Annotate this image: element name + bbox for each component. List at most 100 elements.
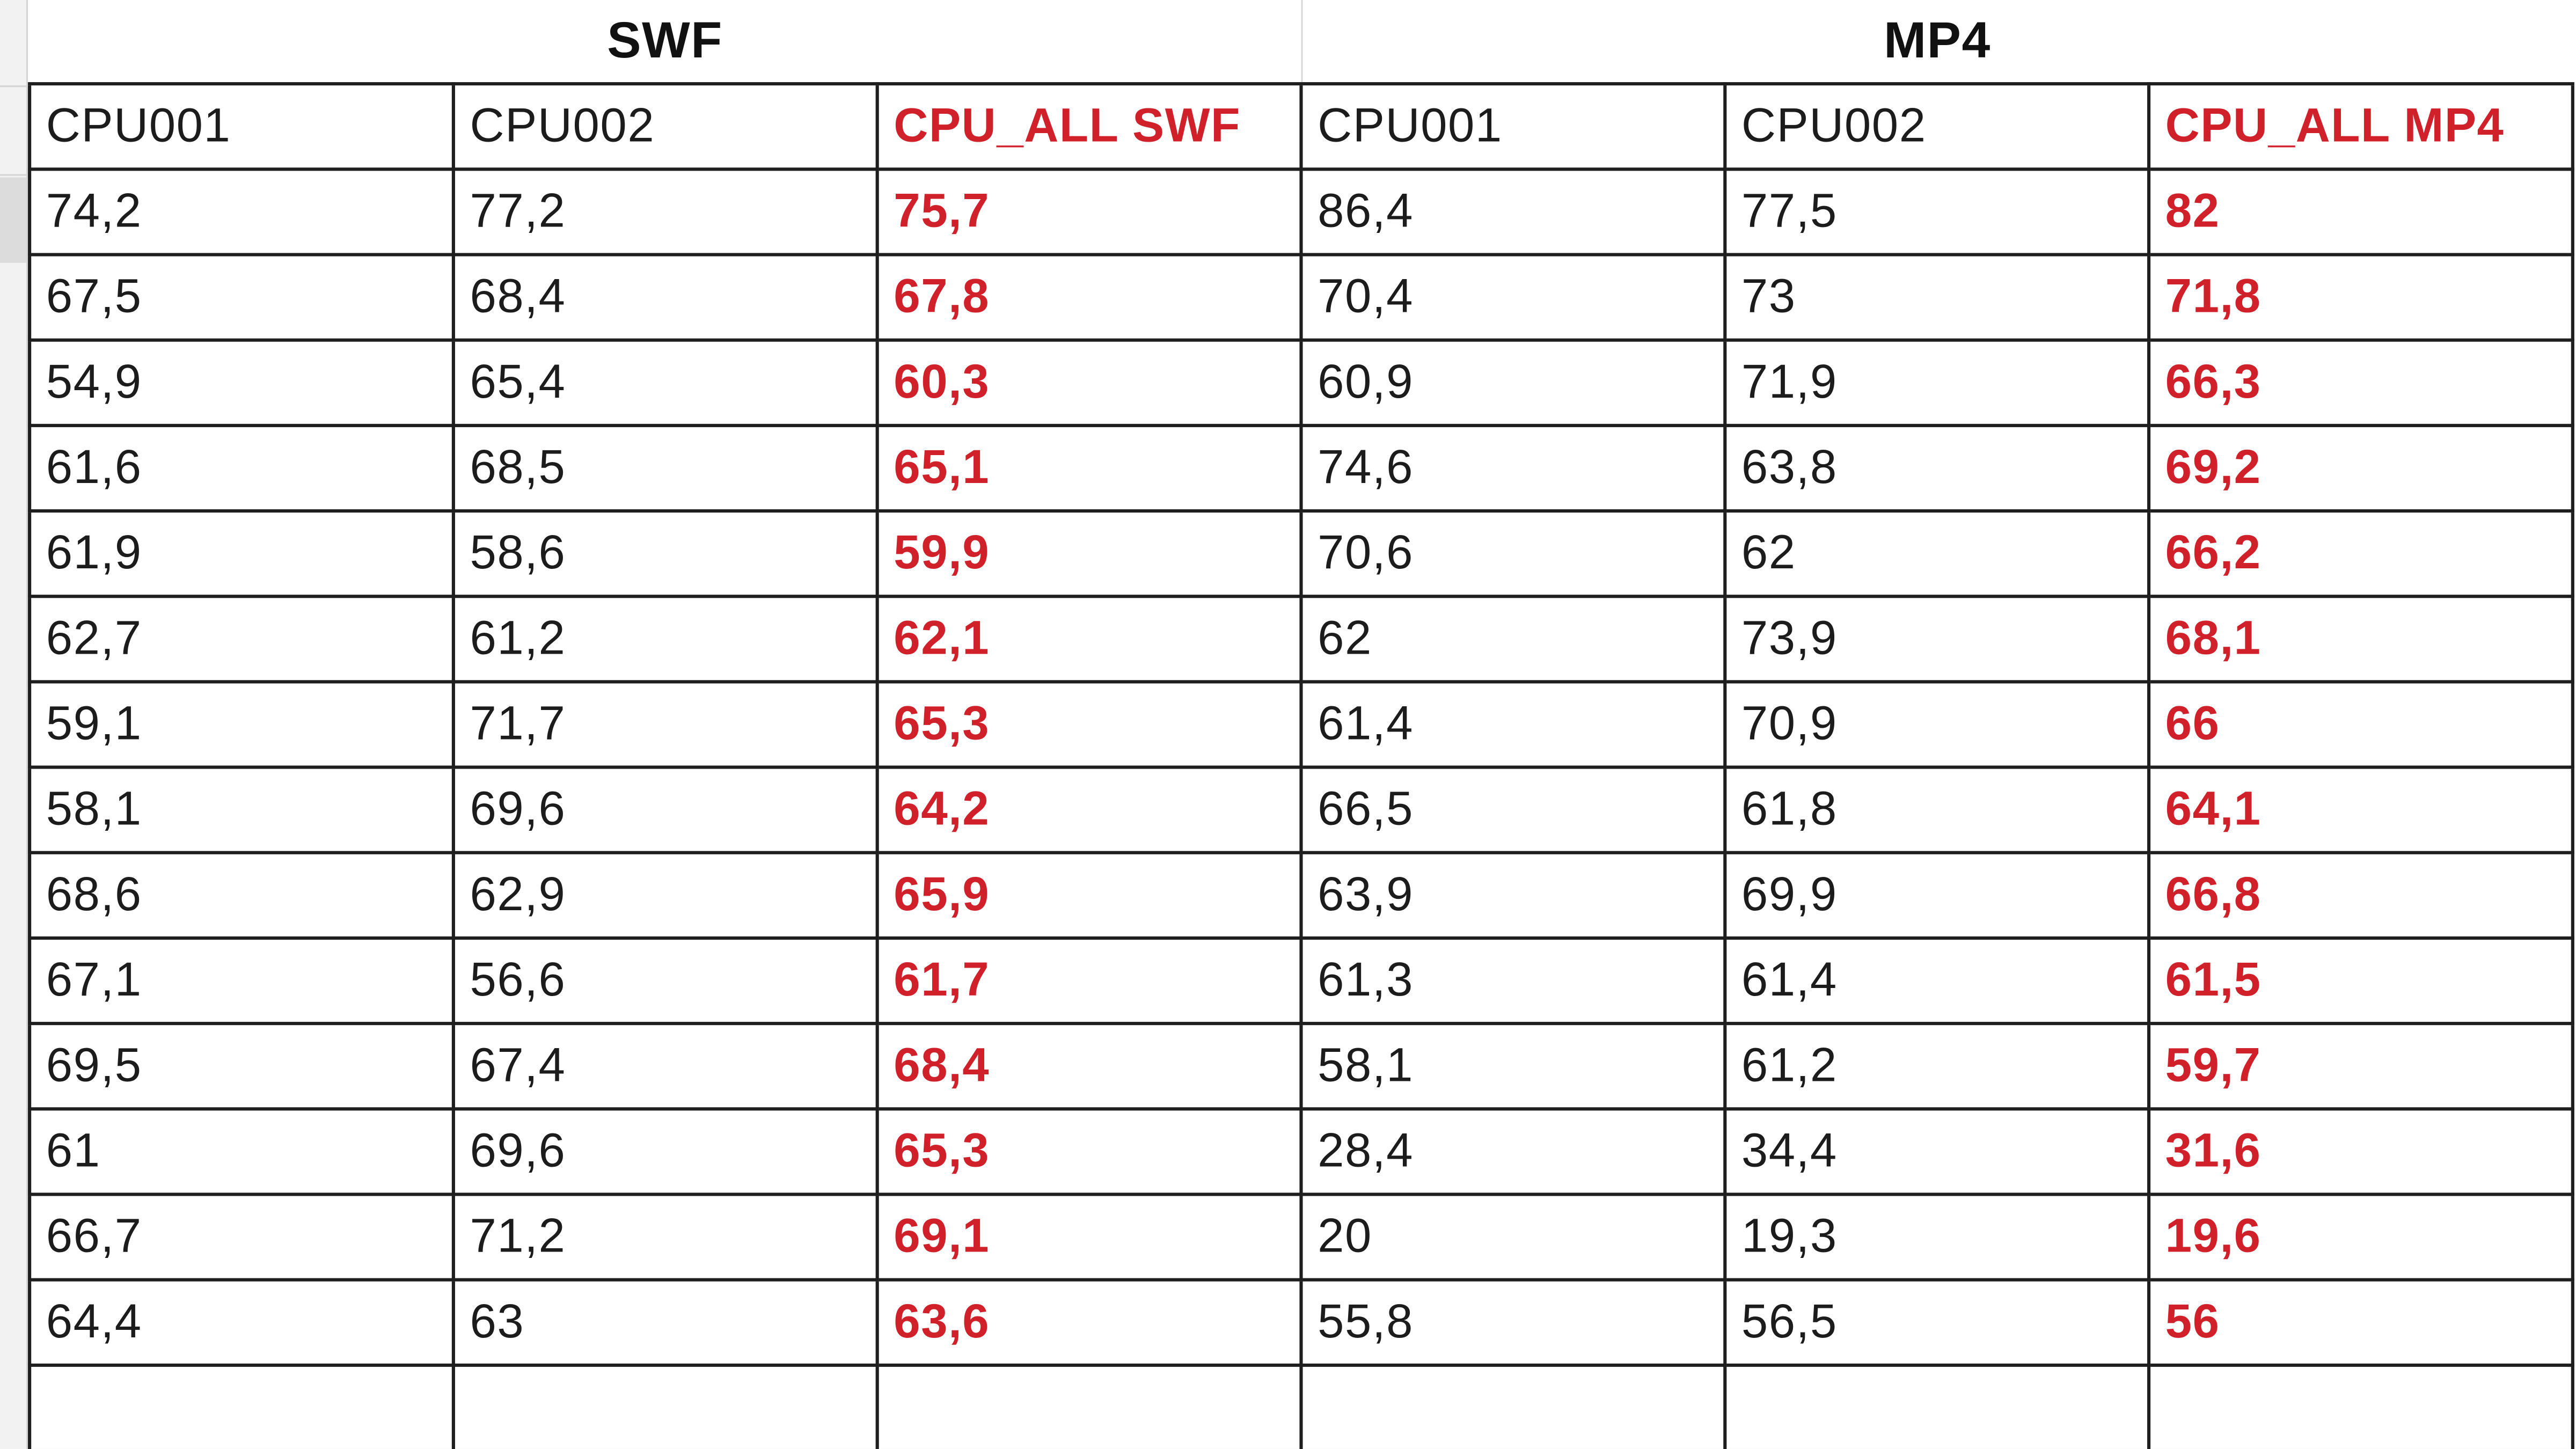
- cell-mp4-cpu002[interactable]: 61,8: [1723, 765, 2151, 854]
- table-cell[interactable]: [1723, 1363, 2151, 1449]
- cell-swf-cpu002[interactable]: 71,7: [451, 680, 879, 769]
- cell-swf-cpu002[interactable]: 63: [451, 1278, 879, 1367]
- cell-mp4-cpu001[interactable]: 60,9: [1299, 338, 1727, 427]
- cell-mp4-cpu001[interactable]: 86,4: [1299, 167, 1727, 257]
- cell-mp4-cpu001[interactable]: 74,6: [1299, 423, 1727, 513]
- cell-cpu-all-mp4[interactable]: 68,1: [2147, 595, 2574, 684]
- cell-swf-cpu002[interactable]: 58,6: [451, 509, 879, 598]
- cell-mp4-cpu001[interactable]: 55,8: [1299, 1278, 1727, 1367]
- column-header-cpu-all-mp4[interactable]: CPU_ALL MP4: [2147, 82, 2574, 171]
- cell-mp4-cpu002[interactable]: 62: [1723, 509, 2151, 598]
- cell-mp4-cpu002[interactable]: 69,9: [1723, 851, 2151, 940]
- cell-swf-cpu001[interactable]: 74,2: [28, 167, 455, 257]
- cell-mp4-cpu002[interactable]: 70,9: [1723, 680, 2151, 769]
- cell-mp4-cpu001[interactable]: 66,5: [1299, 765, 1727, 854]
- cell-cpu-all-mp4[interactable]: 61,5: [2147, 936, 2574, 1026]
- cell-swf-cpu001[interactable]: 67,5: [28, 253, 455, 342]
- cell-mp4-cpu002[interactable]: 71,9: [1723, 338, 2151, 427]
- table-cell[interactable]: [1299, 1363, 1727, 1449]
- cell-mp4-cpu001[interactable]: 62: [1299, 595, 1727, 684]
- cell-swf-cpu001[interactable]: 66,7: [28, 1192, 455, 1282]
- cell-swf-cpu001[interactable]: 61: [28, 1107, 455, 1196]
- cell-mp4-cpu001[interactable]: 58,1: [1299, 1022, 1727, 1111]
- cell-mp4-cpu001[interactable]: 61,3: [1299, 936, 1727, 1026]
- cell-cpu-all-swf[interactable]: 69,1: [875, 1192, 1303, 1282]
- group-header-mp4[interactable]: MP4: [1300, 0, 2573, 86]
- cell-swf-cpu001[interactable]: 59,1: [28, 680, 455, 769]
- cell-mp4-cpu002[interactable]: 56,5: [1723, 1278, 2151, 1367]
- cell-cpu-all-mp4[interactable]: 66,2: [2147, 509, 2574, 598]
- cell-swf-cpu002[interactable]: 56,6: [451, 936, 879, 1026]
- cell-mp4-cpu001[interactable]: 70,6: [1299, 509, 1727, 598]
- row-header-gutter[interactable]: [0, 0, 28, 1449]
- cell-cpu-all-swf[interactable]: 63,6: [875, 1278, 1303, 1367]
- cell-swf-cpu001[interactable]: 61,9: [28, 509, 455, 598]
- cell-swf-cpu001[interactable]: 62,7: [28, 595, 455, 684]
- table-cell[interactable]: [28, 1363, 455, 1449]
- cell-swf-cpu002[interactable]: 71,2: [451, 1192, 879, 1282]
- cell-cpu-all-swf[interactable]: 68,4: [875, 1022, 1303, 1111]
- cell-cpu-all-mp4[interactable]: 71,8: [2147, 253, 2574, 342]
- gutter-divider: [0, 85, 26, 87]
- cell-mp4-cpu001[interactable]: 28,4: [1299, 1107, 1727, 1196]
- cell-cpu-all-swf[interactable]: 65,3: [875, 1107, 1303, 1196]
- cell-mp4-cpu002[interactable]: 77,5: [1723, 167, 2151, 257]
- table-cell[interactable]: [2147, 1363, 2574, 1449]
- cell-swf-cpu001[interactable]: 58,1: [28, 765, 455, 854]
- cell-mp4-cpu001[interactable]: 63,9: [1299, 851, 1727, 940]
- cell-swf-cpu001[interactable]: 68,6: [28, 851, 455, 940]
- cell-cpu-all-swf[interactable]: 65,9: [875, 851, 1303, 940]
- cell-mp4-cpu001[interactable]: 20: [1299, 1192, 1727, 1282]
- cell-swf-cpu002[interactable]: 69,6: [451, 765, 879, 854]
- cell-cpu-all-swf[interactable]: 65,1: [875, 423, 1303, 513]
- cell-cpu-all-swf[interactable]: 75,7: [875, 167, 1303, 257]
- cell-swf-cpu001[interactable]: 64,4: [28, 1278, 455, 1367]
- cell-cpu-all-mp4[interactable]: 64,1: [2147, 765, 2574, 854]
- cell-mp4-cpu002[interactable]: 73: [1723, 253, 2151, 342]
- cell-cpu-all-swf[interactable]: 61,7: [875, 936, 1303, 1026]
- column-header-mp4-cpu002[interactable]: CPU002: [1723, 82, 2151, 171]
- cell-cpu-all-mp4[interactable]: 19,6: [2147, 1192, 2574, 1282]
- cell-cpu-all-swf[interactable]: 60,3: [875, 338, 1303, 427]
- cell-cpu-all-swf[interactable]: 65,3: [875, 680, 1303, 769]
- cell-cpu-all-mp4[interactable]: 69,2: [2147, 423, 2574, 513]
- cell-cpu-all-mp4[interactable]: 82: [2147, 167, 2574, 257]
- cell-swf-cpu001[interactable]: 69,5: [28, 1022, 455, 1111]
- cell-mp4-cpu002[interactable]: 19,3: [1723, 1192, 2151, 1282]
- cell-swf-cpu001[interactable]: 67,1: [28, 936, 455, 1026]
- cell-swf-cpu002[interactable]: 61,2: [451, 595, 879, 684]
- group-header-swf[interactable]: SWF: [30, 0, 1301, 86]
- cell-cpu-all-swf[interactable]: 59,9: [875, 509, 1303, 598]
- column-header-swf-cpu001[interactable]: CPU001: [28, 82, 455, 171]
- cell-mp4-cpu002[interactable]: 61,4: [1723, 936, 2151, 1026]
- column-header-swf-cpu002[interactable]: CPU002: [451, 82, 879, 171]
- cell-swf-cpu001[interactable]: 61,6: [28, 423, 455, 513]
- cell-mp4-cpu002[interactable]: 61,2: [1723, 1022, 2151, 1111]
- cell-cpu-all-mp4[interactable]: 66: [2147, 680, 2574, 769]
- table-cell[interactable]: [451, 1363, 879, 1449]
- cell-cpu-all-swf[interactable]: 67,8: [875, 253, 1303, 342]
- cell-mp4-cpu002[interactable]: 34,4: [1723, 1107, 2151, 1196]
- cell-swf-cpu002[interactable]: 68,4: [451, 253, 879, 342]
- cell-mp4-cpu002[interactable]: 73,9: [1723, 595, 2151, 684]
- cell-swf-cpu002[interactable]: 65,4: [451, 338, 879, 427]
- table-cell[interactable]: [875, 1363, 1303, 1449]
- cell-swf-cpu002[interactable]: 67,4: [451, 1022, 879, 1111]
- cell-mp4-cpu002[interactable]: 63,8: [1723, 423, 2151, 513]
- cell-cpu-all-swf[interactable]: 64,2: [875, 765, 1303, 854]
- cell-cpu-all-mp4[interactable]: 66,3: [2147, 338, 2574, 427]
- cell-swf-cpu002[interactable]: 69,6: [451, 1107, 879, 1196]
- cell-mp4-cpu001[interactable]: 70,4: [1299, 253, 1727, 342]
- column-header-mp4-cpu001[interactable]: CPU001: [1299, 82, 1727, 171]
- cell-swf-cpu002[interactable]: 62,9: [451, 851, 879, 940]
- column-header-cpu-all-swf[interactable]: CPU_ALL SWF: [875, 82, 1303, 171]
- cell-cpu-all-mp4[interactable]: 31,6: [2147, 1107, 2574, 1196]
- cell-mp4-cpu001[interactable]: 61,4: [1299, 680, 1727, 769]
- cell-cpu-all-mp4[interactable]: 66,8: [2147, 851, 2574, 940]
- cell-swf-cpu002[interactable]: 68,5: [451, 423, 879, 513]
- cell-swf-cpu001[interactable]: 54,9: [28, 338, 455, 427]
- cell-cpu-all-swf[interactable]: 62,1: [875, 595, 1303, 684]
- cell-cpu-all-mp4[interactable]: 56: [2147, 1278, 2574, 1367]
- cell-swf-cpu002[interactable]: 77,2: [451, 167, 879, 257]
- cell-cpu-all-mp4[interactable]: 59,7: [2147, 1022, 2574, 1111]
